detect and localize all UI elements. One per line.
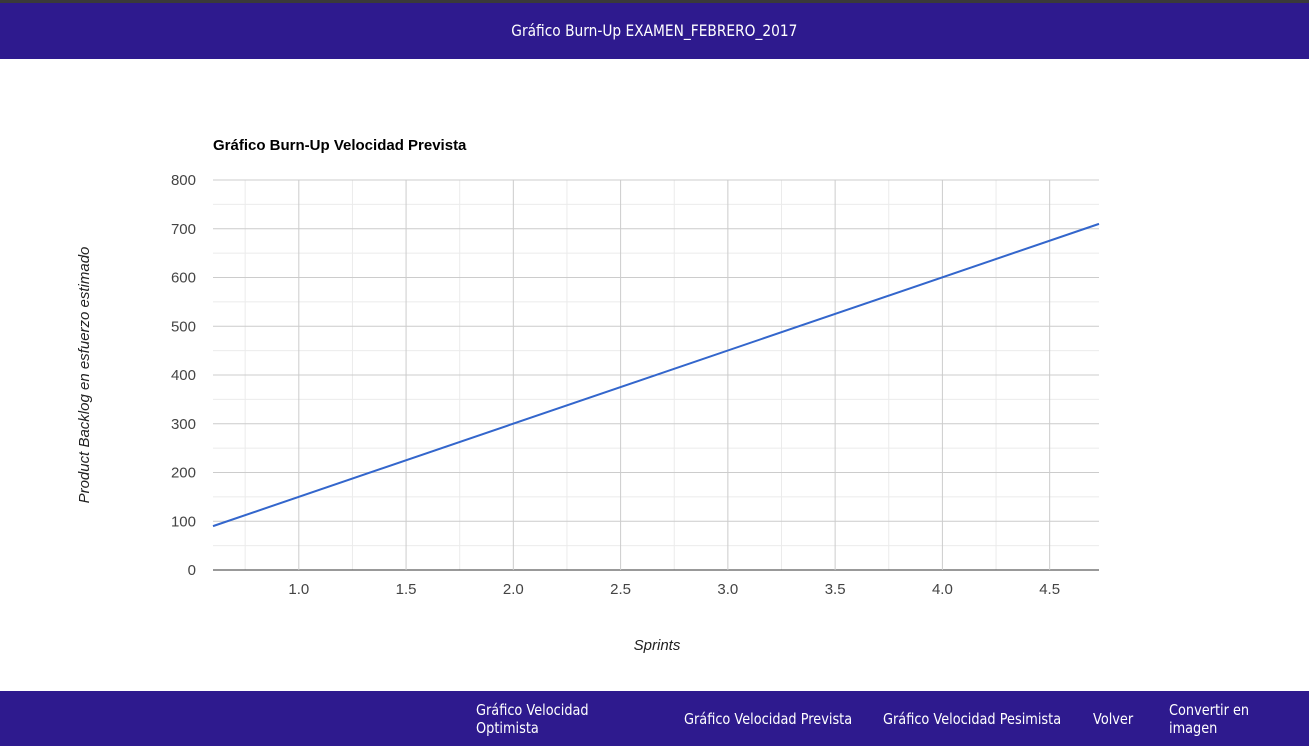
major-grid <box>213 179 1099 571</box>
x-tick-labels: 1.0 1.5 2.0 2.5 3.0 3.5 4.0 4.5 <box>288 581 1060 598</box>
x-tick-label: 3.5 <box>825 581 846 598</box>
y-tick-label: 0 <box>188 562 196 579</box>
x-tick-label: 2.0 <box>503 581 524 598</box>
expected-chart-link[interactable]: Gráfico Velocidad Prevista <box>684 709 853 728</box>
x-tick-label: 4.0 <box>932 581 953 598</box>
y-tick-label: 800 <box>171 172 196 189</box>
page-title: Gráfico Burn-Up EXAMEN_FEBRERO_2017 <box>511 21 798 40</box>
burn-up-chart: 0 100 200 300 400 500 600 700 800 1.0 1.5 2.0 2.5 3.… <box>76 137 1100 654</box>
y-tick-label: 300 <box>171 416 196 433</box>
y-tick-label: 500 <box>171 318 196 335</box>
y-tick-label: 700 <box>171 221 196 238</box>
y-tick-label: 200 <box>171 465 196 482</box>
y-tick-label: 100 <box>171 513 196 530</box>
footer-bar: Gráfico Velocidad Optimista Gráfico Velo… <box>0 691 1309 746</box>
y-tick-label: 400 <box>171 367 196 384</box>
x-tick-label: 1.5 <box>396 581 417 598</box>
y-axis-label: Product Backlog en esfuerzo estimado <box>76 247 93 504</box>
x-tick-label: 2.5 <box>610 581 631 598</box>
convert-to-image-link[interactable]: Convertir en imagen <box>1169 700 1250 737</box>
series-layer <box>212 222 1100 528</box>
optimistic-chart-link[interactable]: Gráfico Velocidad Optimista <box>476 700 589 737</box>
footer-nav: Gráfico Velocidad Optimista Gráfico Velo… <box>476 691 1299 746</box>
page-header: Gráfico Burn-Up EXAMEN_FEBRERO_2017 <box>0 3 1309 59</box>
top-border <box>0 0 1309 3</box>
y-tick-labels: 0 100 200 300 400 500 600 700 800 <box>171 172 196 579</box>
chart-area: 0 100 200 300 400 500 600 700 800 1.0 1.5 2.0 2.5 3.… <box>0 59 1309 691</box>
x-tick-label: 4.5 <box>1039 581 1060 598</box>
x-tick-label: 3.0 <box>717 581 738 598</box>
back-link[interactable]: Volver <box>1093 709 1134 728</box>
x-tick-label: 1.0 <box>288 581 309 598</box>
chart-title: Gráfico Burn-Up Velocidad Prevista <box>213 137 467 154</box>
x-axis-label: Sprints <box>634 637 681 654</box>
y-tick-label: 600 <box>171 270 196 287</box>
pessimistic-chart-link[interactable]: Gráfico Velocidad Pesimista <box>883 709 1062 728</box>
series-line <box>212 222 1100 528</box>
